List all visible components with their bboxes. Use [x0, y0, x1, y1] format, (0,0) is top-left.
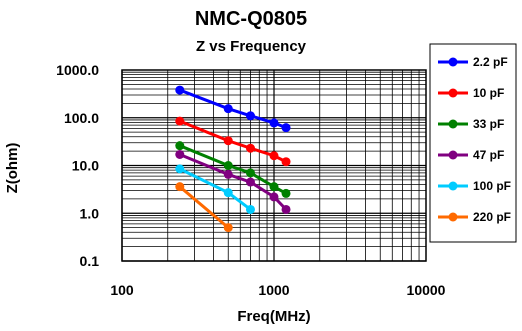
- series-47-pf: [175, 149, 291, 214]
- legend-swatch-marker: [448, 212, 458, 222]
- chart-title: NMC-Q0805: [195, 8, 307, 30]
- legend-label: 100 pF: [473, 179, 511, 193]
- y-tick-label: 0.1: [80, 253, 100, 269]
- legend-item: 33 pF: [438, 117, 504, 131]
- y-axis-label: Z(ohm): [4, 143, 21, 194]
- legend-item: 220 pF: [438, 210, 511, 224]
- data-point: [175, 149, 185, 159]
- data-point: [223, 169, 233, 179]
- data-point: [281, 188, 291, 198]
- data-point: [245, 168, 255, 178]
- data-point: [281, 123, 291, 133]
- data-series: [175, 85, 291, 233]
- series-10-pf: [175, 116, 291, 167]
- series-line: [179, 167, 252, 211]
- legend-label: 47 pF: [473, 148, 504, 162]
- series-line: [178, 185, 230, 229]
- legend-item: 47 pF: [438, 148, 504, 162]
- data-point: [281, 204, 291, 214]
- data-point: [175, 164, 185, 174]
- series-33-pf: [175, 141, 291, 198]
- legend-label: 220 pF: [473, 210, 511, 224]
- data-point: [245, 204, 255, 214]
- y-tick-label: 1.0: [80, 205, 100, 221]
- plot-frame: [121, 69, 427, 262]
- legend-swatch-marker: [448, 150, 458, 160]
- x-tick-label: 100: [110, 282, 134, 298]
- legend-label: 2.2 pF: [473, 55, 508, 69]
- data-point: [245, 143, 255, 153]
- x-axis-label: Freq(MHz): [237, 308, 310, 325]
- data-point: [175, 182, 185, 192]
- x-tick-labels: 100 1000 10000: [110, 282, 445, 298]
- y-tick-labels: 0.1 1.0 10.0 100.0 1000.0: [56, 62, 99, 269]
- series-2-2-pf: [175, 85, 291, 133]
- legend-item: 100 pF: [438, 179, 511, 193]
- data-point: [223, 188, 233, 198]
- x-tick-label: 1000: [258, 282, 289, 298]
- chart-subtitle: Z vs Frequency: [196, 38, 307, 55]
- legend-swatch-marker: [448, 181, 458, 191]
- data-point: [223, 161, 233, 170]
- legend-label: 10 pF: [473, 86, 504, 100]
- legend-swatch-marker: [448, 57, 458, 67]
- data-point: [281, 157, 291, 167]
- legend-swatch-marker: [448, 88, 458, 98]
- legend-item: 10 pF: [438, 86, 504, 100]
- x-tick-label: 10000: [407, 282, 446, 298]
- data-point: [269, 182, 279, 192]
- legend-label: 33 pF: [473, 117, 504, 131]
- data-point: [175, 85, 185, 95]
- legend-box: [429, 43, 517, 243]
- y-tick-label: 1000.0: [56, 62, 99, 78]
- y-tick-label: 100.0: [64, 110, 99, 126]
- data-point: [175, 141, 185, 151]
- legend-swatch-marker: [448, 119, 458, 129]
- data-point: [269, 118, 279, 128]
- data-point: [223, 223, 233, 233]
- data-point: [269, 151, 279, 161]
- plot-grid: [121, 70, 426, 262]
- series-220-pf: [175, 182, 233, 233]
- legend: 2.2 pF 10 pF 33 pF 47 pF 100 pF 220 pF: [438, 55, 511, 224]
- data-point: [223, 104, 233, 114]
- data-point: [175, 116, 185, 126]
- data-point: [245, 111, 255, 121]
- data-point: [269, 192, 279, 202]
- y-tick-label: 10.0: [72, 158, 99, 174]
- legend-item: 2.2 pF: [438, 55, 508, 69]
- series-100-pf: [175, 164, 255, 214]
- data-point: [223, 136, 233, 146]
- data-point: [245, 177, 255, 187]
